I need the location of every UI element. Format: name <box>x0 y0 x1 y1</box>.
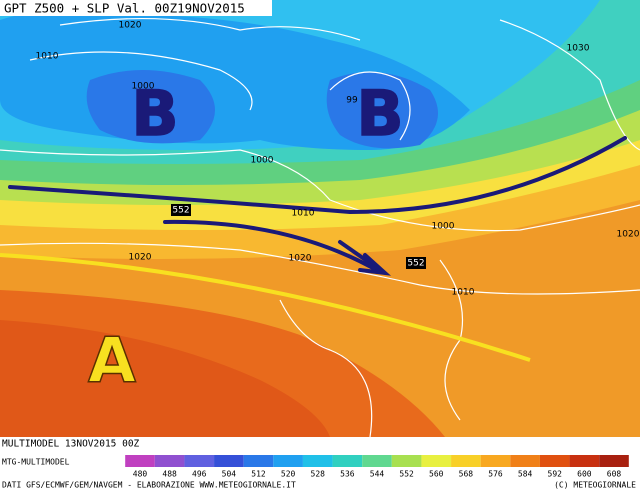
isobar-label: 1010 <box>36 52 59 62</box>
copyright: (C) METEOGIORNALE <box>554 481 636 490</box>
legend-swatch <box>125 455 155 467</box>
isobar <box>59 17 361 41</box>
isobar-label: 1000 <box>251 156 274 166</box>
isobar-label: 1010 <box>452 288 475 298</box>
arrow-head <box>358 253 392 276</box>
legend-label: 600 <box>577 470 592 479</box>
pressure-center: A <box>88 324 136 397</box>
run-label: MULTIMODEL 13NOV2015 00Z <box>2 439 140 450</box>
legend-swatch <box>184 455 215 467</box>
legend-swatch <box>332 455 363 467</box>
jet-arrows <box>8 136 627 276</box>
legend-label: 512 <box>251 470 266 479</box>
legend-swatch <box>539 455 570 467</box>
legend-label: 520 <box>281 470 296 479</box>
legend-label: 488 <box>162 470 177 479</box>
legend-label: 544 <box>370 470 385 479</box>
title-box <box>0 0 272 16</box>
legend-label: 592 <box>548 470 563 479</box>
jet-stream <box>8 136 627 215</box>
isobar <box>329 71 411 141</box>
height-box <box>171 204 191 216</box>
legend-label: 496 <box>192 470 207 479</box>
isobars <box>0 17 640 438</box>
legend-swatch <box>599 455 629 467</box>
height-label: 552 <box>407 259 424 269</box>
legend-label: 552 <box>399 470 414 479</box>
isobar <box>279 299 373 438</box>
height-label: 552 <box>172 206 189 216</box>
legend-label: 568 <box>459 470 474 479</box>
legend-swatch <box>214 455 244 467</box>
isobar-label: 1030 <box>567 44 590 54</box>
legend-label: 536 <box>340 470 355 479</box>
legend-label: 584 <box>518 470 533 479</box>
legend-swatch <box>451 455 481 467</box>
map-labels: B B A 1020 1010 1000 1030 99 1000 1010 1000 1020 102… <box>36 21 640 398</box>
legend-label: 608 <box>607 470 622 479</box>
map-field <box>0 0 640 437</box>
isobar <box>499 19 640 151</box>
legend-swatch <box>243 455 274 467</box>
ridge-axis <box>0 253 531 362</box>
map-title: GPT Z500 + SLP Val. 00Z19NOV2015 <box>4 1 245 16</box>
legend-swatch <box>569 455 600 467</box>
legend-label: 576 <box>488 470 503 479</box>
legend-label: 504 <box>222 470 237 479</box>
dark-red-field <box>0 320 330 437</box>
height-box <box>406 257 426 269</box>
model-label: MTG-MULTIMODEL <box>2 458 70 467</box>
jet-arrow <box>338 240 382 272</box>
legend-swatch <box>302 455 333 467</box>
isobar-label: 1000 <box>132 82 155 92</box>
legend-swatch <box>362 455 392 467</box>
legend-swatch <box>273 455 303 467</box>
jet-arrow <box>163 219 382 274</box>
pressure-center: B <box>356 77 403 150</box>
isobar-label: 99 <box>346 96 358 106</box>
legend-swatch <box>154 455 185 467</box>
isobar-label: 1010 <box>292 209 315 219</box>
legend-swatch <box>510 455 540 467</box>
isobar-label: 1020 <box>617 230 640 240</box>
legend-label: 560 <box>429 470 444 479</box>
legend-swatch <box>391 455 422 467</box>
isobar-label: 1000 <box>432 222 455 232</box>
legend-swatch <box>480 455 511 467</box>
isobar-label: 1020 <box>129 253 152 263</box>
legend-swatch <box>421 455 452 467</box>
isobar <box>29 51 253 111</box>
isobar-label: 1020 <box>289 254 312 264</box>
legend-label: 528 <box>311 470 326 479</box>
isobar-label: 1020 <box>119 21 142 31</box>
credits: DATI GFS/ECMWF/GEM/NAVGEM - ELABORAZIONE… <box>2 481 296 490</box>
color-legend: 480 488 496 504 512 520 528 536 544 552 560 568 576 5… <box>125 455 629 479</box>
low-2-field <box>326 72 438 149</box>
legend-label: 480 <box>133 470 148 479</box>
low-1-field <box>86 70 216 144</box>
isobar <box>0 242 640 295</box>
pressure-center: B <box>131 77 178 150</box>
isobar <box>0 149 640 232</box>
